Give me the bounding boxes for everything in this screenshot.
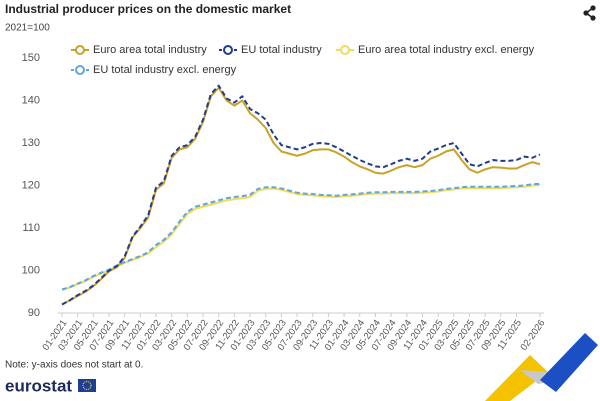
y-tick-label: 110 (22, 222, 40, 234)
legend-marker (75, 45, 85, 55)
legend-marker (223, 45, 233, 55)
legend-label: EU total industry excl. energy (93, 64, 237, 76)
x-tick-label: 02-2026 (519, 318, 548, 353)
legend-marker (340, 45, 350, 55)
decor-swoosh (485, 333, 598, 401)
y-tick-label: 120 (22, 179, 40, 191)
share-icon[interactable] (583, 5, 596, 21)
legend-label: Euro area total industry (93, 44, 207, 56)
chart-subtitle: 2021=100 (5, 23, 50, 34)
y-tick-label: 130 (22, 137, 40, 149)
series-line (61, 84, 541, 306)
series-line (61, 184, 541, 291)
legend-label: EU total industry (241, 44, 322, 56)
legend-marker (75, 65, 85, 75)
chart-title: Industrial producer prices on the domest… (5, 2, 291, 16)
y-tick-label: 90 (28, 307, 40, 319)
y-tick-label: 140 (22, 94, 40, 106)
legend-item: Euro area total industry excl. energy (336, 44, 535, 56)
legend-item: Euro area total industry (71, 44, 207, 56)
legend-label: Euro area total industry excl. energy (358, 44, 535, 56)
eu-flag (78, 379, 96, 392)
legend-item: EU total industry (219, 44, 322, 56)
series-line (61, 86, 541, 306)
logo-text: eurostat (5, 376, 72, 395)
chart-note: Note: y-axis does not start at 0. (5, 360, 143, 371)
legend-item: EU total industry excl. energy (71, 64, 237, 76)
y-tick-label: 150 (22, 52, 40, 64)
y-tick-label: 100 (22, 264, 40, 276)
